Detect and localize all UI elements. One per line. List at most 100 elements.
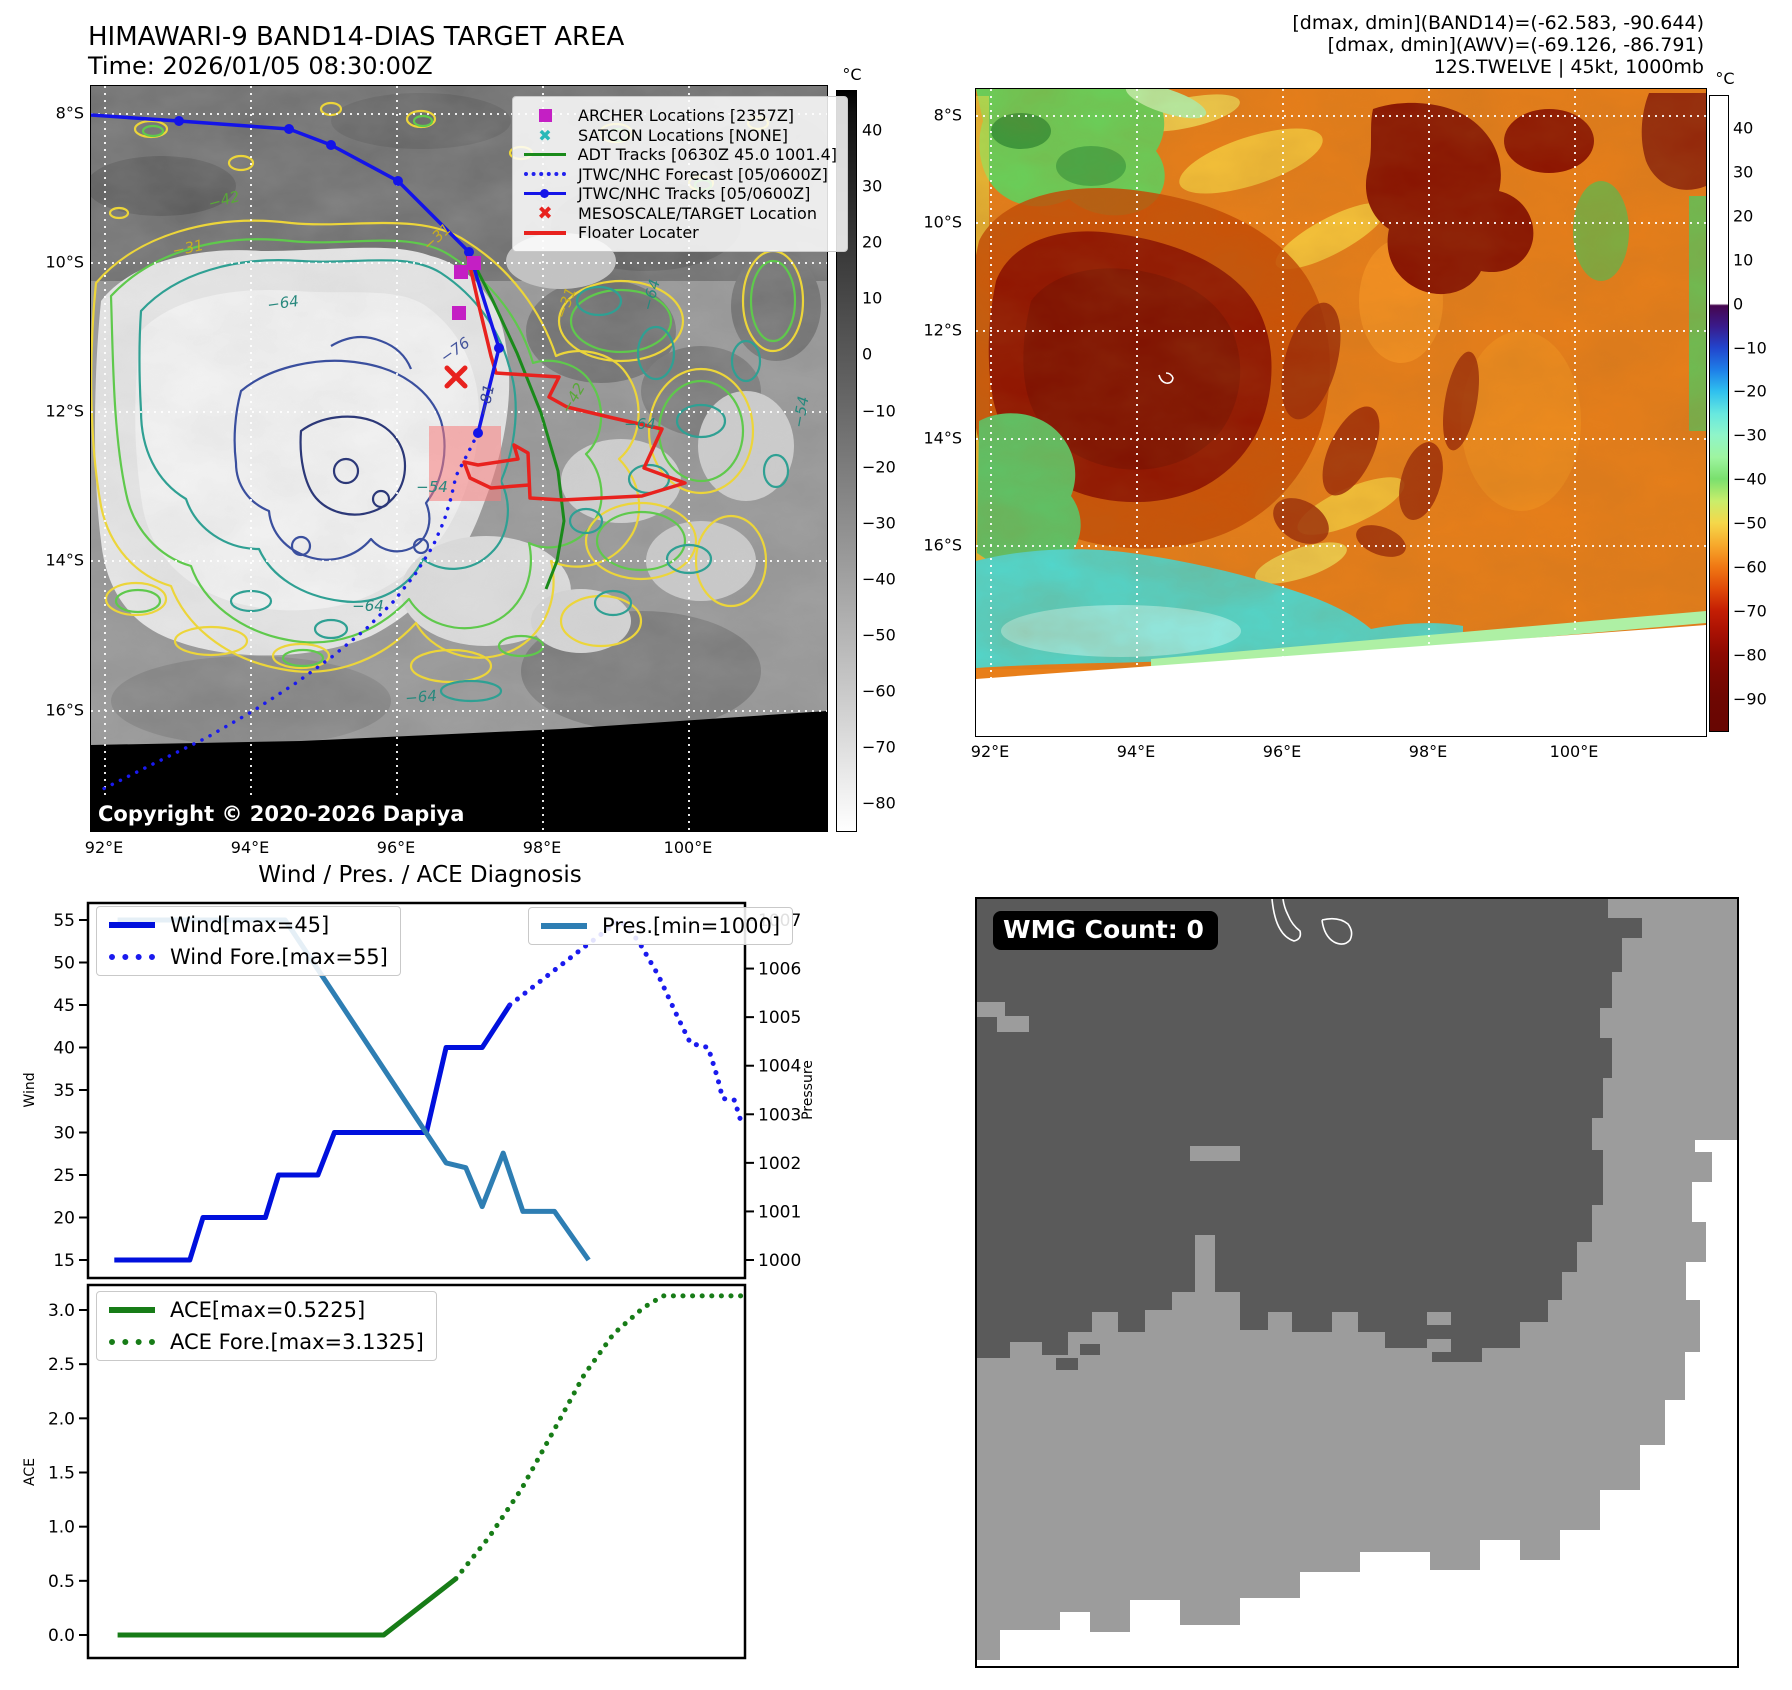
wind-tick-label: 40 xyxy=(53,1039,75,1059)
lat-tick-label: 12°S xyxy=(45,401,84,421)
wind-line-icon xyxy=(109,922,155,928)
pressure-tick-label: 1000 xyxy=(758,1251,801,1271)
wind-tick-label: 30 xyxy=(53,1124,75,1144)
contour-label: −64 xyxy=(624,415,656,433)
pressure-tick-label: 1002 xyxy=(758,1154,801,1174)
ace-tick-label: 3.0 xyxy=(48,1301,75,1321)
awv-header-line1: [dmax, dmin](BAND14)=(-62.583, -90.644) xyxy=(1292,12,1704,34)
colorbar-tick-label: 20 xyxy=(1733,206,1754,226)
colorbar-tick-label: −40 xyxy=(1733,469,1767,489)
legend-label: SATCON Locations [NONE] xyxy=(578,125,789,145)
band14-tracks-overlay xyxy=(91,113,687,793)
mesoscale-x-marker xyxy=(444,365,468,389)
contour-label: −54 xyxy=(416,478,448,496)
colorbar-tick-label: 10 xyxy=(1733,250,1754,270)
copyright-text: Copyright © 2020-2026 Dapiya xyxy=(96,800,473,830)
colorbar-tick-label: 10 xyxy=(862,288,883,308)
jtwc-track-point xyxy=(326,140,336,150)
diagnosis-chart-title: Wind / Pres. / ACE Diagnosis xyxy=(258,862,582,888)
wmg-light-specks xyxy=(977,1002,1451,1352)
track-line-dot-icon xyxy=(524,189,566,198)
wmg-dark-specks xyxy=(1056,1318,1258,1370)
legend-label: JTWC/NHC Forecast [05/0600Z] xyxy=(578,164,828,184)
pressure-tick-label: 1006 xyxy=(758,960,801,980)
awv-cloud-background xyxy=(976,89,1706,736)
lon-tick-label: 100°E xyxy=(1549,742,1599,761)
colorbar-tick-label: −60 xyxy=(862,681,896,701)
colorbar-tick-label: 40 xyxy=(862,120,883,140)
legend-item-mesoscale: MESOSCALE/TARGET Location xyxy=(523,203,837,223)
awv-header-line3: 12S.TWELVE | 45kt, 1000mb xyxy=(1433,56,1704,78)
ace-tick-label: 2.0 xyxy=(48,1409,75,1429)
awv-gridlines xyxy=(976,89,1706,736)
lon-tick-label: 92°E xyxy=(84,838,124,857)
awv-swath-white xyxy=(976,625,1706,736)
lon-tick-label: 94°E xyxy=(230,838,270,857)
series-ace_forecast xyxy=(453,1293,745,1582)
awv-satellite-map[interactable] xyxy=(975,88,1707,737)
wind-tick-label: 45 xyxy=(53,996,75,1016)
legend-label: ARCHER Locations [2357Z] xyxy=(578,106,795,125)
band14-title: HIMAWARI-9 BAND14-DIAS TARGET AREA xyxy=(88,22,625,52)
pressure-axis-label: Pressure xyxy=(800,1060,816,1120)
awv-colorbar-unit: °C xyxy=(1715,69,1735,88)
wind-tick-label: 55 xyxy=(53,911,75,931)
pressure-tick-label: 1005 xyxy=(758,1008,801,1028)
colorbar-tick-label: −50 xyxy=(1733,513,1767,533)
contour-label: −64 xyxy=(404,686,438,708)
band14-gridlines xyxy=(91,86,827,831)
awv-colorbar xyxy=(1709,95,1729,732)
legend-label: ADT Tracks [0630Z 45.0 1001.4] xyxy=(577,145,837,164)
ace-tick-label: 1.5 xyxy=(48,1464,75,1484)
wmg-light-mask xyxy=(977,899,1737,1666)
colorbar-tick-label: 20 xyxy=(862,232,883,252)
colorbar-tick-label: 0 xyxy=(862,344,873,364)
wmg-count-badge: WMG Count: 0 xyxy=(993,911,1218,950)
colorbar-tick-label: −10 xyxy=(862,401,896,420)
archer-location-square xyxy=(454,265,468,279)
colorbar-tick-label: −90 xyxy=(1733,689,1767,709)
lon-tick-label: 96°E xyxy=(376,838,416,857)
satcon-x-icon xyxy=(538,126,551,145)
lat-tick-label: 10°S xyxy=(45,252,84,272)
band14-time: Time: 2026/01/05 08:30:00Z xyxy=(88,52,433,80)
band14-colorbar-unit: °C xyxy=(842,65,862,84)
pressure-line-icon xyxy=(541,923,587,929)
colorbar-tick-label: −70 xyxy=(1733,601,1767,621)
archer-location-square xyxy=(452,306,466,320)
lat-tick-label: 12°S xyxy=(923,320,962,340)
pressure-legend: Pres.[min=1000] xyxy=(528,907,794,945)
lon-tick-label: 96°E xyxy=(1262,742,1302,761)
jtwc-track-point xyxy=(494,343,504,353)
forecast-dotted-icon xyxy=(524,172,566,176)
legend-label: JTWC/NHC Tracks [05/0600Z] xyxy=(578,184,811,203)
wind-legend: Wind[max=45] Wind Fore.[max=55] xyxy=(96,906,401,976)
legend-item-track: JTWC/NHC Tracks [05/0600Z] xyxy=(523,184,837,204)
awv-eye-marker xyxy=(1158,372,1174,384)
legend-label: Wind Fore.[max=55] xyxy=(170,945,388,969)
lat-tick-label: 16°S xyxy=(923,535,962,555)
band14-legend: ARCHER Locations [2357Z] SATCON Location… xyxy=(512,96,848,252)
jtwc-track-point xyxy=(393,176,403,186)
colorbar-tick-label: −30 xyxy=(862,513,896,533)
lat-tick-label: 14°S xyxy=(923,428,962,448)
adt-line-icon xyxy=(523,153,566,156)
wind-tick-label: 35 xyxy=(53,1081,75,1101)
pressure-tick-label: 1001 xyxy=(758,1202,801,1222)
contour-label: −64 xyxy=(352,597,384,615)
legend-label: ACE[max=0.5225] xyxy=(170,1298,366,1322)
colorbar-tick-label: −80 xyxy=(1733,645,1767,665)
legend-item-forecast: JTWC/NHC Forecast [05/0600Z] xyxy=(523,164,837,184)
wmg-contours xyxy=(1271,899,1353,945)
jtwc-track-point xyxy=(473,428,483,438)
lat-tick-label: 16°S xyxy=(45,700,84,720)
series-wind_obs xyxy=(114,1003,512,1263)
lat-tick-label: 8°S xyxy=(933,105,962,125)
series-wind_forecast xyxy=(507,917,745,1127)
colorbar-tick-label: −60 xyxy=(1733,557,1767,577)
wmg-white-mask xyxy=(977,1140,1737,1666)
legend-label: Wind[max=45] xyxy=(170,913,330,937)
mesoscale-x-icon xyxy=(537,204,552,223)
archer-location-square xyxy=(467,256,481,270)
